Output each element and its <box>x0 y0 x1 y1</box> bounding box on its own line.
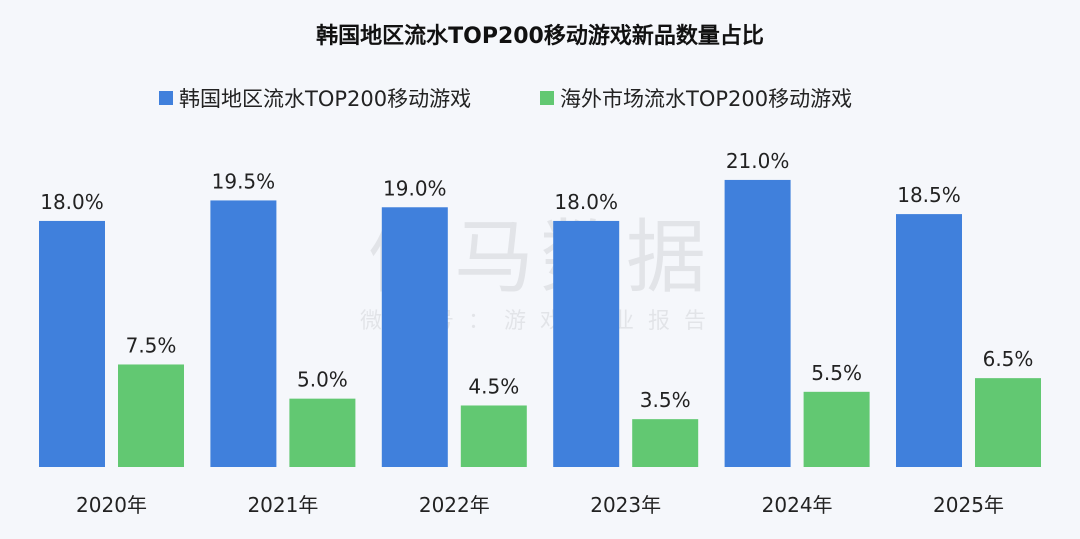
bars: 18.0% 7.5% 2020年 19.5% 5.0% 2021年 19.0% 4.5% 202… <box>39 149 1041 517</box>
bar-korea-2023年 <box>553 220 620 467</box>
legend-swatch-overseas <box>540 91 554 105</box>
data-label: 3.5% <box>640 388 691 412</box>
bar-overseas-2024年 <box>803 391 870 467</box>
data-label: 7.5% <box>126 333 177 357</box>
data-label: 6.5% <box>983 347 1034 371</box>
legend-swatch-korea <box>159 91 173 105</box>
legend-label-korea: 韩国地区流水TOP200移动游戏 <box>179 87 471 111</box>
data-label: 21.0% <box>726 149 790 173</box>
legend: 韩国地区流水TOP200移动游戏 海外市场流水TOP200移动游戏 <box>159 87 852 111</box>
data-label: 19.0% <box>383 176 447 200</box>
data-label: 5.5% <box>811 361 862 385</box>
x-tick-label: 2024年 <box>762 493 833 517</box>
bar-overseas-2021年 <box>289 398 356 467</box>
data-label: 5.0% <box>297 368 348 392</box>
bar-overseas-2020年 <box>118 364 184 467</box>
x-tick-label: 2021年 <box>247 493 318 517</box>
x-tick-label: 2022年 <box>419 493 490 517</box>
bar-korea-2022年 <box>381 207 448 467</box>
x-tick-label: 2023年 <box>590 493 661 517</box>
bar-korea-2021年 <box>210 200 277 467</box>
data-label: 19.5% <box>212 169 276 193</box>
data-label: 18.5% <box>897 183 961 207</box>
bar-korea-2025年 <box>896 214 962 467</box>
x-tick-label: 2025年 <box>933 493 1004 517</box>
data-label: 18.0% <box>40 190 104 214</box>
x-tick-label: 2020年 <box>76 493 147 517</box>
legend-label-overseas: 海外市场流水TOP200移动游戏 <box>560 87 852 111</box>
data-label: 4.5% <box>468 374 519 398</box>
chart-title: 韩国地区流水TOP200移动游戏新品数量占比 <box>316 23 764 49</box>
bar-overseas-2025年 <box>975 378 1041 467</box>
data-label: 18.0% <box>554 190 618 214</box>
bar-korea-2024年 <box>724 179 791 467</box>
bar-overseas-2022年 <box>460 405 527 467</box>
bar-overseas-2023年 <box>632 419 699 467</box>
bar-korea-2020年 <box>39 220 105 467</box>
